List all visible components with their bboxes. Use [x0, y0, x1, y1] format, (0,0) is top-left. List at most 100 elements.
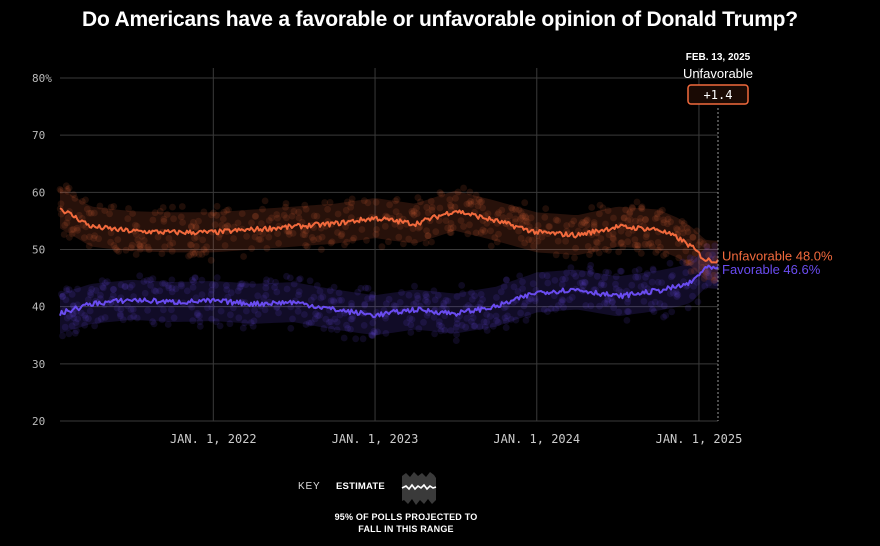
- favorable-poll-dot: [489, 322, 497, 330]
- favorable-poll-dot: [97, 315, 105, 323]
- unfavorable-poll-dot: [392, 197, 399, 205]
- unfavorable-poll-dot: [710, 271, 718, 279]
- favorable-poll-dot: [66, 312, 73, 320]
- favorable-poll-dot: [709, 251, 716, 259]
- favorable-poll-dot: [158, 316, 166, 323]
- favorable-poll-dot: [544, 308, 551, 315]
- unfavorable-poll-dot: [554, 217, 562, 225]
- unfavorable-poll-dot: [219, 215, 227, 223]
- unfavorable-poll-dot: [82, 196, 89, 204]
- unfavorable-poll-dot: [423, 227, 430, 235]
- favorable-poll-dot: [141, 289, 149, 297]
- unfavorable-poll-dot: [295, 208, 303, 216]
- favorable-poll-dot: [510, 283, 518, 291]
- favorable-poll-dot: [170, 314, 178, 322]
- favorable-poll-dot: [156, 287, 164, 295]
- favorable-poll-dot: [560, 304, 567, 311]
- favorable-poll-dot: [59, 332, 66, 340]
- favorable-poll-dot: [479, 296, 486, 303]
- unfavorable-poll-dot: [451, 203, 459, 211]
- favorable-poll-dot: [501, 314, 509, 322]
- favorable-poll-dot: [330, 298, 338, 306]
- unfavorable-poll-dot: [633, 198, 641, 206]
- unfavorable-poll-dot: [66, 234, 73, 241]
- favorable-poll-dot: [196, 312, 203, 320]
- unfavorable-poll-dot: [700, 275, 708, 282]
- unfavorable-poll-dot: [447, 220, 455, 227]
- unfavorable-poll-dot: [596, 201, 604, 209]
- favorable-poll-dot: [601, 299, 608, 307]
- unfavorable-poll-dot: [133, 222, 141, 230]
- unfavorable-poll-dot: [234, 219, 242, 227]
- unfavorable-poll-dot: [192, 243, 200, 250]
- unfavorable-poll-dot: [626, 208, 634, 216]
- favorable-poll-dot: [331, 315, 339, 323]
- favorable-poll-dot: [682, 269, 690, 277]
- unfavorable-poll-dot: [674, 240, 682, 247]
- unfavorable-poll-dot: [581, 219, 588, 227]
- unfavorable-poll-dot: [628, 203, 636, 211]
- y-tick-label: 50: [32, 244, 45, 257]
- unfavorable-poll-dot: [620, 214, 628, 222]
- unfavorable-poll-dot: [696, 238, 704, 246]
- favorable-poll-dot: [189, 284, 197, 291]
- unfavorable-poll-dot: [179, 219, 187, 226]
- unfavorable-poll-dot: [386, 201, 393, 209]
- unfavorable-poll-dot: [261, 197, 269, 205]
- favorable-poll-dot: [618, 267, 625, 275]
- favorable-poll-dot: [623, 317, 631, 324]
- favorable-poll-dot: [601, 274, 608, 282]
- favorable-poll-dot: [196, 323, 204, 330]
- favorable-poll-dot: [147, 276, 154, 284]
- unfavorable-poll-dot: [552, 251, 560, 259]
- favorable-poll-dot: [189, 317, 197, 325]
- unfavorable-poll-dot: [483, 220, 491, 227]
- favorable-poll-dot: [103, 278, 111, 285]
- unfavorable-poll-dot: [521, 212, 529, 220]
- favorable-poll-dot: [714, 273, 721, 280]
- unfavorable-poll-dot: [710, 277, 718, 284]
- unfavorable-poll-dot: [188, 223, 195, 231]
- unfavorable-poll-dot: [408, 208, 416, 215]
- favorable-poll-dot: [190, 278, 197, 285]
- legend-key: KEY ESTIMATE 95% OF POLLS PROJECTED TO F…: [298, 470, 498, 540]
- favorable-poll-dot: [168, 284, 176, 292]
- lead-box: [687, 84, 749, 105]
- favorable-poll-dot: [306, 277, 314, 285]
- favorable-poll-dot: [262, 291, 270, 299]
- unfavorable-poll-dot: [428, 238, 435, 246]
- unfavorable-poll-dot: [198, 250, 206, 258]
- favorable-poll-dot: [674, 291, 682, 299]
- favorable-poll-dot: [261, 306, 269, 314]
- favorable-poll-dot: [453, 331, 460, 338]
- y-tick-label: 30: [32, 358, 45, 371]
- favorable-poll-dot: [230, 304, 237, 312]
- unfavorable-poll-dot: [265, 217, 273, 224]
- favorable-poll-dot: [493, 317, 500, 324]
- favorable-poll-dot: [320, 325, 328, 332]
- unfavorable-poll-dot: [674, 226, 681, 234]
- unfavorable-poll-dot: [499, 214, 507, 221]
- unfavorable-poll-dot: [592, 245, 599, 253]
- favorable-poll-dot: [524, 311, 532, 319]
- unfavorable-poll-dot: [338, 230, 346, 238]
- favorable-poll-dot: [468, 289, 475, 296]
- favorable-poll-dot: [632, 273, 640, 281]
- unfavorable-poll-dot: [63, 219, 71, 227]
- favorable-poll-dot: [470, 322, 478, 330]
- unfavorable-poll-dot: [617, 239, 625, 247]
- unfavorable-poll-dot: [689, 233, 697, 241]
- unfavorable-poll-dot: [667, 218, 674, 226]
- unfavorable-poll-dot: [637, 214, 644, 222]
- unfavorable-poll-dot: [342, 206, 350, 214]
- x-axis: JAN. 1, 2022 JAN. 1, 2023 JAN. 1, 2024 JAN.…: [170, 432, 742, 446]
- favorable-poll-dot: [327, 325, 335, 333]
- unfavorable-poll-dot: [114, 236, 122, 244]
- favorable-poll-dot: [241, 319, 249, 327]
- unfavorable-poll-dot: [447, 225, 455, 232]
- unfavorable-poll-dot: [657, 243, 664, 251]
- favorable-poll-dot: [68, 290, 76, 298]
- unfavorable-poll-dot: [446, 229, 454, 236]
- unfavorable-poll-dot: [122, 246, 130, 254]
- unfavorable-poll-dot: [570, 217, 578, 225]
